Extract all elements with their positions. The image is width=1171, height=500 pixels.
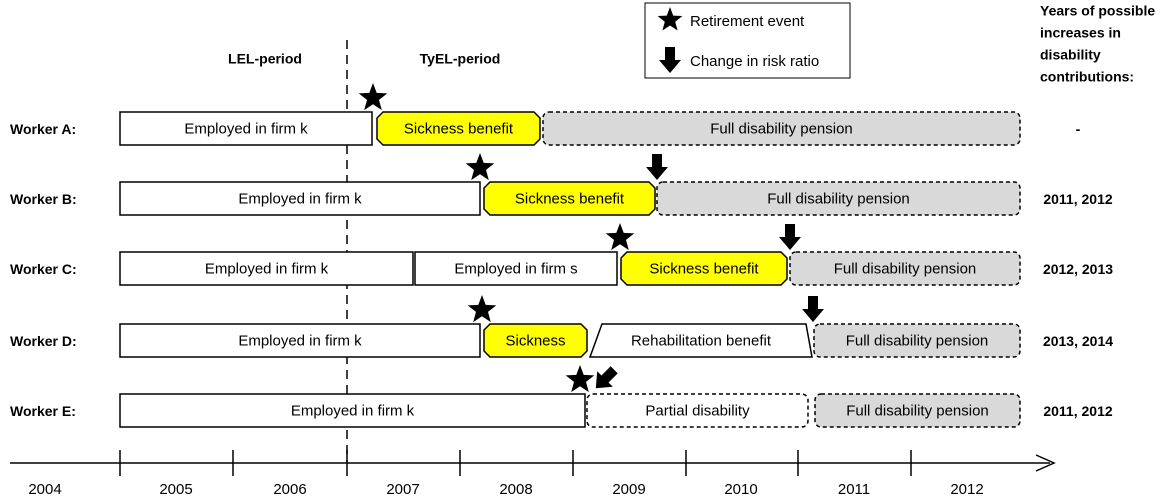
segment-label: Employed in firm k [291, 402, 415, 419]
segment-label: Partial disability [645, 402, 750, 419]
rehab-box [588, 323, 813, 358]
employment-box [414, 251, 618, 286]
sickness-box [483, 323, 588, 358]
legend-arrow [659, 47, 681, 73]
segment-label: Sickness benefit [649, 260, 759, 277]
legend-text: Retirement event [690, 13, 805, 30]
worker-label: Worker C: [10, 261, 77, 277]
legend-box [644, 2, 851, 79]
segment-label: Full disability pension [710, 120, 853, 137]
worker-label: Worker A: [10, 121, 76, 137]
segment-label: Sickness benefit [515, 190, 625, 207]
disability-box [656, 181, 1021, 216]
legend-text: Change in risk ratio [690, 53, 819, 70]
disability-box [542, 111, 1021, 146]
period-label: TyEL-period [420, 51, 501, 67]
sickness-box [620, 251, 788, 286]
employment-box [119, 111, 373, 146]
segment-label: Employed in firm k [238, 190, 362, 207]
header-text: Years of possible [1040, 3, 1155, 19]
segment-label: Sickness [505, 332, 565, 349]
period-label: LEL-period [228, 51, 302, 67]
disability-box [814, 393, 1021, 428]
segment-label: Full disability pension [834, 260, 977, 277]
employment-box [119, 393, 586, 428]
segment-label: Sickness benefit [404, 120, 514, 137]
retirement-star [565, 365, 595, 393]
header-text: disability [1040, 47, 1101, 63]
retirement-star [605, 223, 635, 251]
year-label: 2012 [950, 481, 983, 498]
risk-arrow [802, 296, 824, 322]
retirement-star [465, 153, 495, 181]
disability-box [813, 323, 1021, 358]
segment-label: Employed in firm s [454, 260, 577, 277]
year-label: 2010 [724, 481, 757, 498]
legend-star [657, 7, 683, 31]
risk-arrow [646, 154, 668, 180]
years-label: - [1076, 121, 1081, 137]
employment-box [119, 251, 414, 286]
segment-label: Full disability pension [846, 332, 989, 349]
header-text: contributions: [1040, 69, 1134, 85]
employment-box [119, 323, 481, 358]
years-label: 2011, 2012 [1043, 191, 1113, 207]
segment-label: Full disability pension [767, 190, 910, 207]
retirement-star [358, 83, 388, 111]
axis-arrow [1035, 454, 1056, 472]
segment-label: Employed in firm k [184, 120, 308, 137]
employment-box [119, 181, 481, 216]
header-text: increases in [1040, 25, 1121, 41]
worker-label: Worker B: [10, 191, 77, 207]
worker-label: Worker E: [10, 403, 76, 419]
retirement-star [467, 295, 497, 323]
year-label: 2005 [159, 481, 192, 498]
segment-label: Employed in firm k [205, 260, 329, 277]
years-label: 2012, 2013 [1043, 261, 1113, 277]
worker-label: Worker D: [10, 333, 77, 349]
sickness-box [376, 111, 541, 146]
segment-label: Rehabilitation benefit [631, 332, 772, 349]
disability-box [789, 251, 1021, 286]
years-label: 2013, 2014 [1043, 333, 1113, 349]
segment-label: Full disability pension [846, 402, 989, 419]
year-label: 2004 [28, 481, 61, 498]
risk-arrow [779, 224, 801, 250]
partial-box [586, 393, 809, 428]
sickness-box [483, 181, 656, 216]
year-label: 2011 [838, 481, 870, 498]
year-label: 2008 [499, 481, 532, 498]
risk-arrow [595, 366, 618, 389]
year-label: 2006 [273, 481, 306, 498]
years-label: 2011, 2012 [1043, 403, 1113, 419]
segment-label: Employed in firm k [238, 332, 362, 349]
year-label: 2007 [386, 481, 419, 498]
year-label: 2009 [612, 481, 645, 498]
